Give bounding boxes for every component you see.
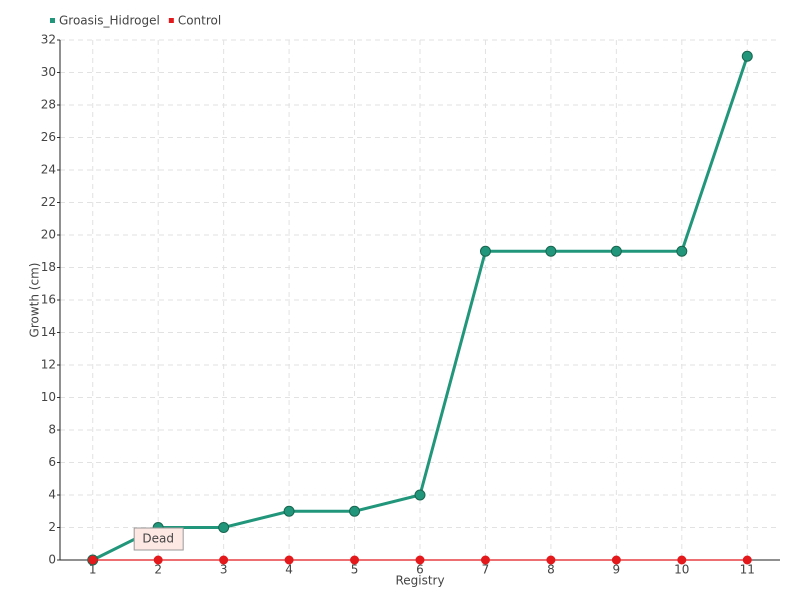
point [479, 245, 491, 257]
x-axis-label: Registry [395, 574, 444, 588]
x-tick-label: 2 [154, 563, 162, 577]
y-tick-label: 30 [41, 65, 56, 79]
point [350, 555, 360, 565]
y-tick-label: 12 [41, 358, 56, 372]
y-tick-label: 6 [48, 455, 56, 469]
annotation-box [133, 527, 184, 551]
y-tick-label: 14 [41, 325, 56, 339]
point [741, 50, 753, 62]
legend-label: Control [178, 14, 221, 28]
y-tick-label: 26 [41, 130, 56, 144]
point [88, 555, 98, 565]
point [218, 522, 230, 533]
x-tick-label: 4 [285, 563, 293, 577]
y-tick-label: 32 [41, 33, 56, 47]
point [415, 555, 425, 565]
y-tick-label: 24 [41, 163, 56, 177]
x-tick-label: 1 [89, 563, 97, 577]
annotation: Dead [142, 532, 174, 546]
legend-swatch [50, 18, 55, 23]
point [545, 245, 557, 257]
x-tick-label: 3 [220, 563, 228, 577]
point [742, 555, 752, 565]
y-tick-label: 4 [48, 488, 56, 502]
y-axis-label: Growth (cm) [28, 263, 42, 338]
point [283, 505, 295, 517]
point [546, 555, 556, 565]
y-tick-label: 16 [41, 293, 56, 307]
point [153, 555, 163, 565]
x-tick-label: 10 [674, 563, 689, 577]
point [610, 245, 622, 257]
point [349, 505, 361, 517]
y-tick-label: 0 [48, 553, 56, 567]
point [284, 555, 294, 565]
x-tick-label: 8 [547, 563, 555, 577]
y-tick-label: 8 [48, 423, 56, 437]
y-tick-label: 28 [41, 98, 56, 112]
y-tick-label: 2 [48, 520, 56, 534]
point [611, 555, 621, 565]
point [414, 489, 426, 501]
y-tick-label: 18 [41, 260, 56, 274]
x-tick-label: 6 [416, 563, 424, 577]
y-tick-label: 20 [41, 228, 56, 242]
legend-swatch [168, 18, 174, 23]
point [677, 555, 687, 565]
x-tick-label: 7 [482, 563, 490, 577]
point [676, 245, 688, 257]
x-tick-label: 9 [613, 563, 621, 577]
point [219, 555, 229, 565]
y-tick-label: 22 [41, 195, 56, 209]
legend-label: Groasis_Hidrogel [59, 14, 160, 28]
point [480, 555, 490, 565]
y-tick-label: 10 [41, 390, 56, 404]
x-tick-label: 11 [740, 563, 755, 577]
x-tick-label: 5 [351, 563, 359, 577]
